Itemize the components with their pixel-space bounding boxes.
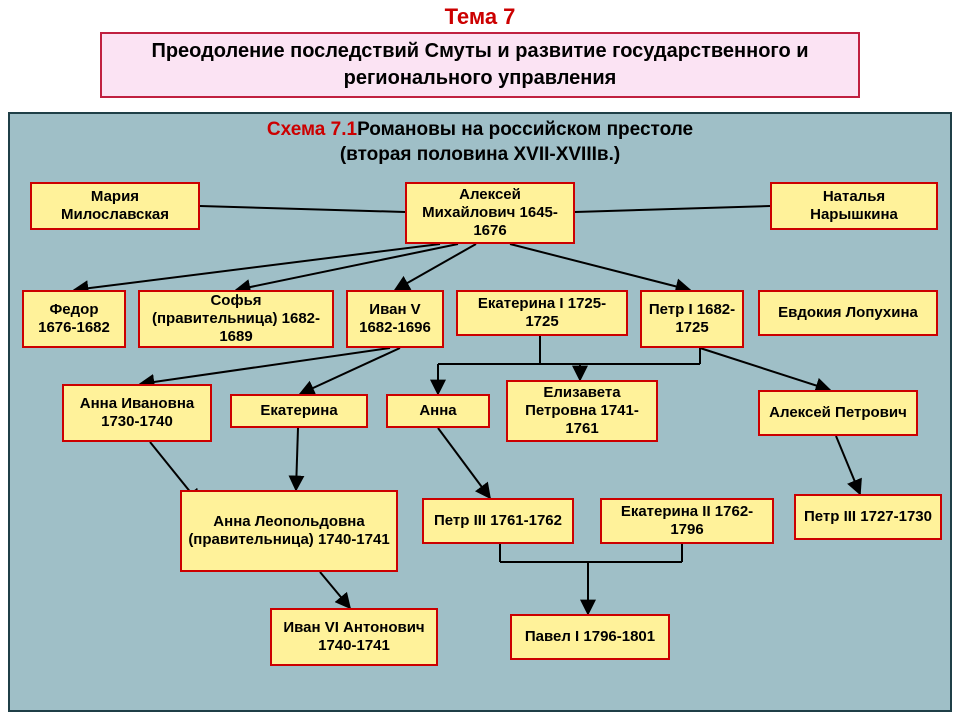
diagram-panel: Схема 7.1Романовы на российском престоле… — [8, 112, 952, 712]
node-anna_iv: Анна Ивановна 1730-1740 — [62, 384, 212, 442]
scheme-title-line2: (вторая половина XVII-XVIIIв.) — [340, 144, 620, 165]
node-ivan5: Иван V 1682-1696 — [346, 290, 444, 348]
node-ivan6: Иван VI Антонович 1740-1741 — [270, 608, 438, 666]
node-alexei_m: Алексей Михайлович 1645-1676 — [405, 182, 575, 244]
node-petr3b: Петр III 1727-1730 — [794, 494, 942, 540]
node-ekat: Екатерина — [230, 394, 368, 428]
scheme-label: Схема 7.1 — [267, 119, 357, 140]
node-sofia: Софья (правительница) 1682-1689 — [138, 290, 334, 348]
node-pavel1: Павел I 1796-1801 — [510, 614, 670, 660]
node-ekat1: Екатерина I 1725-1725 — [456, 290, 628, 336]
node-anna_p: Анна — [386, 394, 490, 428]
page: Тема 7 Преодоление последствий Смуты и р… — [0, 0, 960, 720]
node-maria: Мария Милославская — [30, 182, 200, 230]
node-alex_petr: Алексей Петрович — [758, 390, 918, 436]
node-petr3: Петр III 1761-1762 — [422, 498, 574, 544]
theme-title: Тема 7 — [0, 0, 960, 30]
node-eliz: Елизавета Петровна 1741-1761 — [506, 380, 658, 442]
node-petr1: Петр I 1682-1725 — [640, 290, 744, 348]
node-natalia: Наталья Нарышкина — [770, 182, 938, 230]
node-evdokia: Евдокия Лопухина — [758, 290, 938, 336]
node-fedor: Федор 1676-1682 — [22, 290, 126, 348]
subtitle-box: Преодоление последствий Смуты и развитие… — [100, 32, 860, 98]
node-ekat2: Екатерина II 1762-1796 — [600, 498, 774, 544]
scheme-title: Схема 7.1Романовы на российском престоле… — [10, 118, 950, 167]
scheme-title-rest: Романовы на российском престоле — [357, 119, 693, 140]
node-anna_leo: Анна Леопольдовна (правительница) 1740-1… — [180, 490, 398, 572]
